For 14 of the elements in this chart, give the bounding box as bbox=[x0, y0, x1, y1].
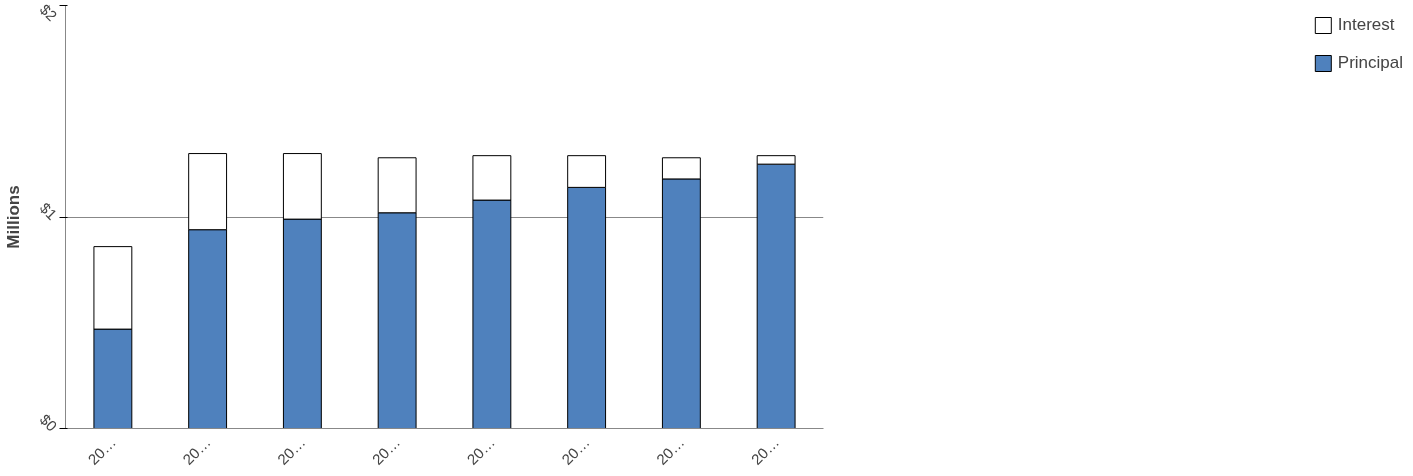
x-tick-label: 20… bbox=[273, 433, 309, 468]
x-tick-label: 20… bbox=[84, 433, 119, 468]
x-tick-label: 20… bbox=[463, 433, 498, 468]
legend-label: Principal bbox=[1337, 53, 1403, 73]
y-axis-title: Millions bbox=[3, 185, 23, 249]
x-tick-label: 20… bbox=[179, 433, 214, 468]
x-tick-label: 20… bbox=[747, 433, 783, 468]
y-tick-label: $1 bbox=[36, 199, 61, 224]
x-tick-label: 20… bbox=[652, 433, 688, 468]
y-tick-label: $0 bbox=[36, 410, 61, 435]
x-tick-label: 20… bbox=[368, 433, 404, 468]
legend-label: Interest bbox=[1337, 15, 1395, 35]
x-tick-label: 20… bbox=[558, 433, 593, 468]
y-tick-label: $2 bbox=[36, 0, 61, 25]
